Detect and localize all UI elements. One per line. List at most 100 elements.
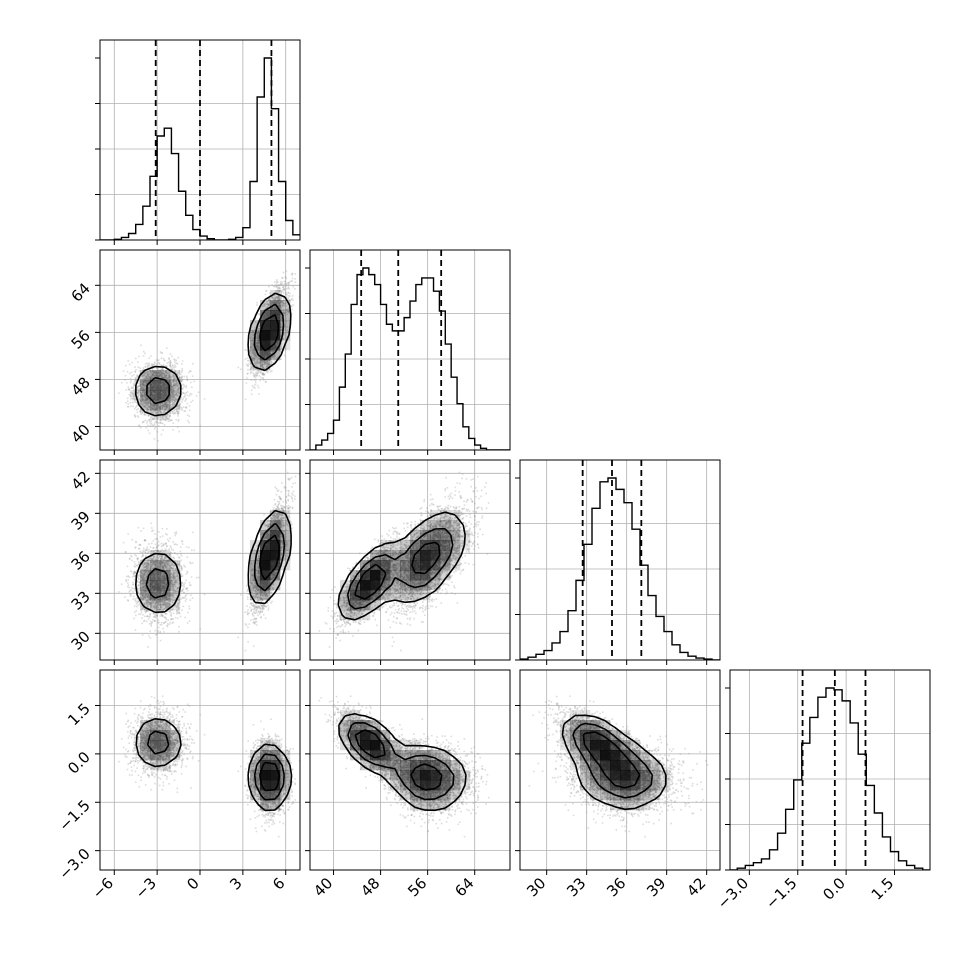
sample-point — [285, 308, 288, 311]
sample-point — [177, 413, 179, 416]
sample-point — [279, 301, 281, 304]
sample-point — [169, 353, 172, 355]
sample-point — [278, 297, 280, 300]
sample-point — [171, 393, 174, 396]
sample-point — [261, 366, 264, 368]
sample-point — [153, 370, 155, 373]
sample-point — [160, 398, 163, 401]
sample-point — [257, 327, 260, 330]
sample-point — [174, 411, 177, 414]
sample-point — [283, 354, 286, 357]
sample-point — [266, 316, 269, 319]
sample-point — [172, 404, 175, 406]
sample-point — [259, 365, 262, 367]
sample-point — [253, 379, 255, 381]
sample-point — [146, 362, 148, 365]
sample-point — [138, 424, 140, 427]
sample-point — [256, 337, 259, 340]
sample-point — [162, 379, 165, 382]
sample-point — [171, 386, 173, 389]
sample-point — [138, 424, 141, 427]
sample-point — [272, 355, 274, 358]
sample-point — [144, 379, 147, 382]
sample-point — [267, 362, 270, 365]
sample-point — [291, 273, 293, 275]
sample-point — [283, 288, 286, 291]
sample-point — [146, 371, 149, 373]
sample-point — [163, 395, 166, 397]
sample-point — [170, 392, 173, 394]
sample-point — [144, 374, 147, 377]
sample-point — [278, 290, 281, 293]
sample-point — [161, 375, 164, 378]
sample-point — [258, 337, 260, 340]
sample-point — [188, 371, 190, 374]
sample-point — [155, 375, 158, 377]
sample-point — [280, 335, 282, 338]
sample-point — [169, 395, 172, 397]
sample-point — [271, 306, 274, 308]
sample-point — [180, 406, 182, 409]
sample-point — [259, 350, 261, 352]
sample-point — [163, 372, 165, 375]
sample-point — [168, 405, 171, 407]
sample-point — [178, 392, 181, 395]
sample-point — [266, 311, 269, 313]
sample-point — [148, 384, 151, 386]
sample-point — [281, 348, 283, 350]
sample-point — [274, 308, 276, 310]
sample-point — [261, 373, 263, 375]
sample-point — [157, 439, 159, 442]
sample-point — [268, 309, 271, 312]
sample-point — [271, 296, 273, 298]
sample-point — [273, 305, 276, 308]
sample-point — [151, 404, 153, 406]
sample-point — [164, 392, 166, 394]
sample-point — [173, 374, 176, 377]
sample-point — [173, 375, 176, 378]
sample-point — [145, 386, 147, 388]
sample-point — [174, 394, 177, 397]
sample-point — [162, 397, 165, 400]
sample-point — [122, 370, 125, 372]
sample-point — [267, 313, 269, 316]
sample-point — [277, 304, 279, 306]
sample-point — [250, 370, 252, 373]
sample-point — [143, 400, 145, 403]
sample-point — [255, 373, 257, 375]
sample-point — [161, 389, 164, 392]
sample-point — [158, 409, 161, 412]
sample-point — [285, 288, 288, 290]
sample-point — [284, 276, 287, 279]
sample-point — [257, 348, 260, 350]
sample-point — [171, 365, 174, 367]
sample-point — [168, 382, 171, 384]
sample-point — [275, 279, 278, 281]
sample-point — [142, 378, 145, 380]
sample-point — [280, 323, 282, 325]
sample-point — [170, 386, 172, 389]
sample-point — [164, 395, 167, 398]
sample-point — [139, 384, 142, 386]
sample-point — [265, 311, 267, 314]
sample-point — [142, 403, 144, 406]
sample-point — [284, 312, 286, 314]
sample-point — [276, 285, 279, 287]
sample-point — [171, 369, 174, 371]
sample-point — [146, 373, 149, 375]
sample-point — [157, 410, 160, 412]
sample-point — [161, 406, 164, 408]
sample-point — [271, 363, 273, 366]
sample-point — [272, 299, 275, 302]
sample-point — [146, 397, 149, 400]
sample-point — [146, 422, 148, 424]
sample-point — [164, 387, 166, 390]
sample-point — [258, 335, 260, 338]
sample-point — [152, 408, 155, 411]
sample-point — [274, 302, 277, 304]
sample-point — [271, 302, 274, 305]
sample-point — [146, 407, 149, 410]
sample-point — [146, 408, 149, 411]
sample-point — [173, 401, 175, 404]
sample-point — [256, 342, 258, 345]
